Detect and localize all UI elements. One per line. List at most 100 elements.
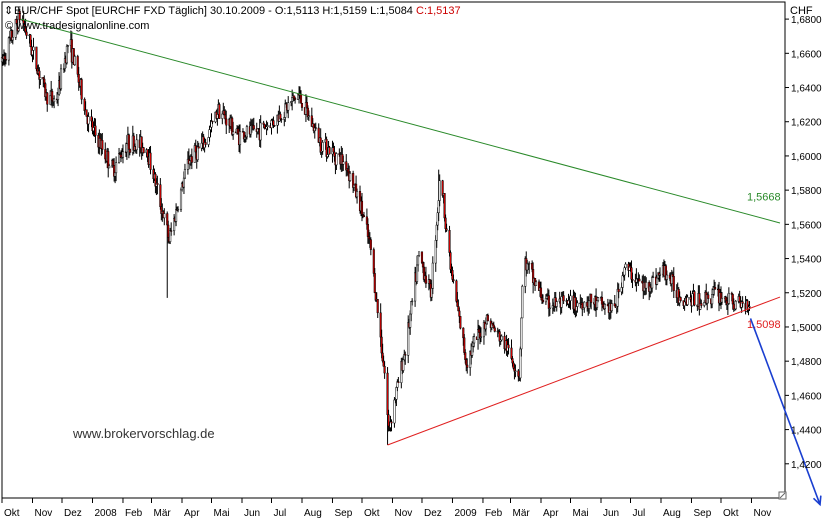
y-tick-label: 1,5400 [791, 255, 822, 266]
candle-body [383, 365, 386, 374]
y-tick-label: 1,4800 [791, 357, 822, 368]
candle-body [360, 200, 364, 215]
y-tick-label: 1,4200 [791, 460, 822, 471]
candle-body [420, 251, 424, 264]
candle-body [245, 126, 248, 138]
forecast-arrow-head [812, 495, 822, 507]
candle-body [590, 293, 593, 303]
candle-body [46, 92, 49, 105]
candle-body [658, 273, 662, 276]
candle-body [621, 275, 624, 288]
candle-body [294, 97, 297, 100]
candle-body [448, 230, 451, 253]
x-tick-label: 2008 [94, 508, 117, 519]
candle-body [638, 278, 641, 282]
candle-body [273, 125, 276, 127]
y-axis-currency-label: CHF [790, 5, 813, 17]
candle-body [520, 317, 523, 350]
y-tick-label: 1,6000 [791, 152, 822, 163]
candle-body [458, 310, 461, 317]
candle-body [87, 116, 90, 125]
candle-body [4, 59, 7, 61]
candle-body [362, 215, 366, 218]
candle-body [142, 147, 145, 154]
candle-body [535, 281, 538, 286]
candle-body [686, 296, 689, 305]
candle-body [707, 294, 710, 299]
candle-body [238, 131, 242, 146]
x-tick-label: Aug [304, 508, 322, 519]
candle-body [197, 146, 200, 149]
watermark-text: www.brokervorschlag.de [72, 426, 215, 441]
candle-body [287, 102, 290, 111]
candle-body [272, 120, 275, 126]
header-close: C:1,5137 [416, 5, 461, 17]
x-tick-label: Mai [573, 508, 589, 519]
y-tick-label: 1,6400 [791, 84, 822, 95]
y-tick-label: 1,5800 [791, 186, 822, 197]
y-tick-label: 1,5000 [791, 323, 822, 334]
candle-body [741, 301, 744, 304]
candle-body [748, 306, 751, 308]
x-tick-label: Feb [125, 508, 143, 519]
candle-body [80, 79, 83, 100]
candle-body [196, 146, 199, 160]
support-trendline [387, 296, 781, 446]
candle-body [424, 275, 427, 284]
candle-body [397, 381, 400, 383]
candle-body [651, 277, 654, 289]
resistance-trendline [20, 18, 781, 224]
candle-body [528, 262, 531, 265]
candle-body [266, 125, 269, 127]
candle-body [221, 113, 224, 119]
x-tick-label: Dez [424, 508, 442, 519]
candle-body [121, 151, 125, 158]
candle-body [727, 292, 730, 304]
header-ohlc-line: EUR/CHF Spot [EURCHF FXD Täglich] 30.10.… [14, 5, 461, 17]
resize-grip-icon[interactable] [778, 491, 787, 500]
x-tick-label: Apr [184, 508, 200, 519]
candle-body [373, 273, 376, 293]
candle-body [714, 287, 717, 290]
candle-body [548, 307, 551, 310]
candle-body [500, 335, 503, 341]
candle-body [94, 125, 97, 136]
candle-body [693, 291, 696, 306]
y-tick-label: 1,4400 [791, 426, 822, 437]
resistance-value-label: 1,5668 [747, 192, 781, 204]
candle-body [108, 165, 111, 169]
candle-body [700, 303, 703, 306]
candle-body [541, 299, 545, 303]
x-tick-label: Apr [543, 508, 559, 519]
candle-body [300, 102, 304, 108]
y-tick-label: 1,4600 [791, 391, 822, 402]
candle-body [218, 104, 221, 119]
candle-body [204, 142, 207, 145]
candle-body [411, 300, 414, 303]
candle-body [603, 304, 606, 310]
candle-body [32, 46, 35, 51]
candle-body [280, 118, 283, 121]
candle-body [18, 11, 21, 21]
candle-body [507, 344, 510, 349]
candle-body [560, 296, 563, 308]
candle-body [393, 399, 396, 424]
support-value-label: 1,5098 [747, 319, 781, 331]
y-tick-label: 1,6200 [791, 118, 822, 129]
candle-body [443, 193, 446, 219]
candle-body [39, 77, 42, 80]
candle-body [390, 421, 393, 424]
x-tick-label: 2009 [454, 508, 477, 519]
candle-body [720, 298, 724, 303]
x-tick-label: Okt [364, 508, 380, 519]
header-menu-icon[interactable]: ⇕ [4, 5, 13, 17]
candle-body [734, 300, 737, 310]
y-tick-label: 1,5600 [791, 220, 822, 231]
header-low: L:1,5084 [370, 5, 413, 17]
candle-body [135, 139, 138, 151]
x-tick-label: Dez [64, 508, 82, 519]
candle-body [25, 31, 28, 36]
candle-body [342, 161, 345, 165]
candle-body [387, 414, 390, 427]
